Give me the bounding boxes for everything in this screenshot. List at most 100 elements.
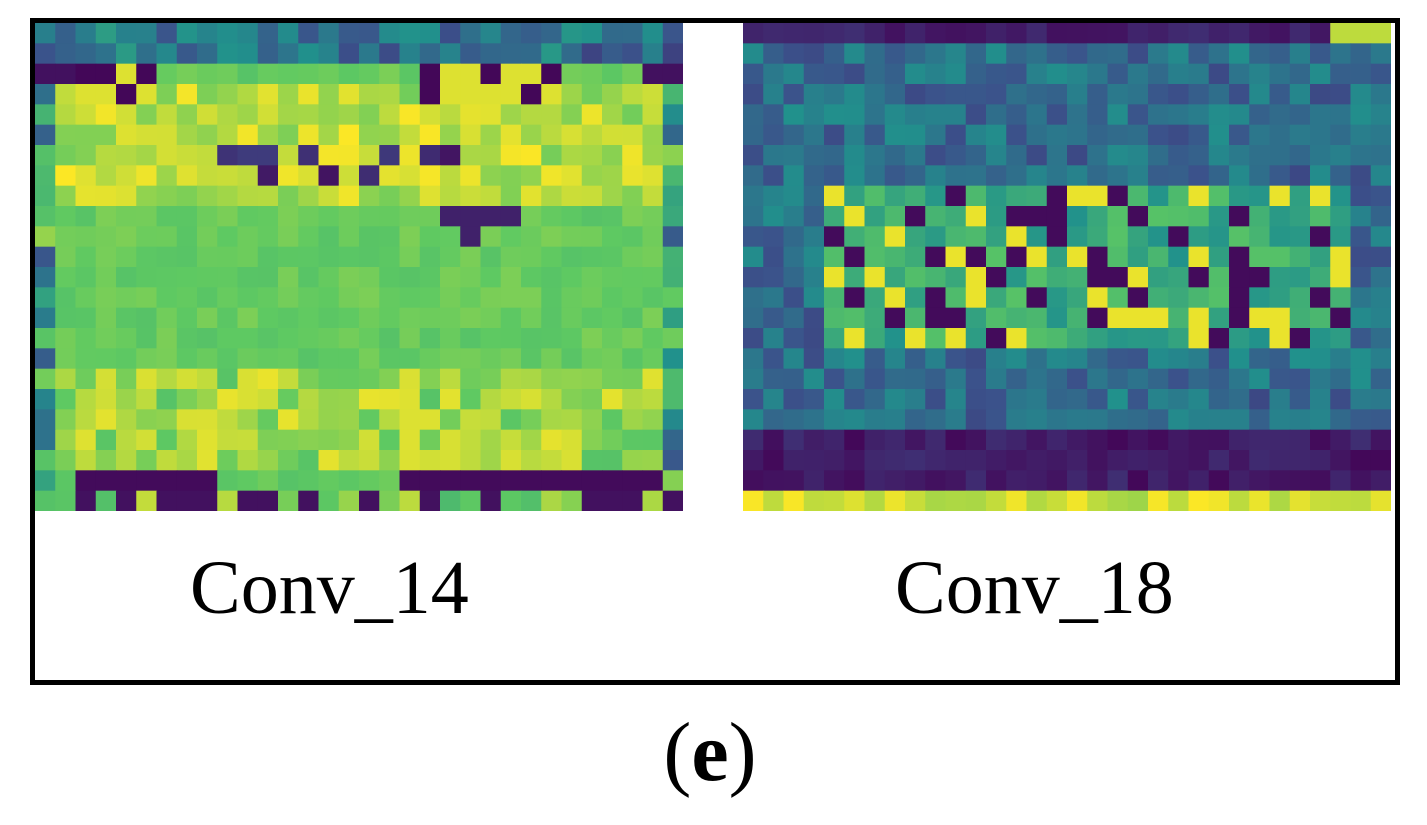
conv18-cell xyxy=(1087,124,1109,146)
conv18-cell xyxy=(1026,368,1048,390)
conv14-cell xyxy=(399,124,421,146)
conv14-cell xyxy=(581,368,603,390)
conv14-cell xyxy=(55,429,77,451)
conv14-cell xyxy=(642,348,664,370)
conv18-cell xyxy=(1208,450,1230,471)
conv18-cell xyxy=(1310,368,1331,390)
conv18-cell xyxy=(1006,267,1028,288)
conv14-cell xyxy=(662,287,683,309)
conv14-cell xyxy=(662,307,683,329)
conv18-cell xyxy=(1269,185,1291,207)
conv14-cell xyxy=(642,104,664,126)
conv18-cell xyxy=(945,267,967,288)
conv14-cell xyxy=(399,328,421,349)
conv18-cell xyxy=(1208,43,1230,65)
conv18-cell xyxy=(1168,124,1190,146)
conv14-cell xyxy=(176,206,198,227)
conv18-cell xyxy=(1208,470,1230,492)
conv14-cell xyxy=(338,23,360,44)
conv14-cell xyxy=(500,104,522,126)
conv18-cell xyxy=(1087,63,1109,85)
conv14-cell xyxy=(257,43,279,65)
conv18-cell xyxy=(1289,185,1311,207)
conv14-cell xyxy=(318,226,340,248)
conv18-cell xyxy=(1370,470,1391,492)
conv14-cell xyxy=(359,124,380,146)
conv14-cell xyxy=(500,450,522,471)
conv14-cell xyxy=(581,328,603,349)
conv14-cell xyxy=(440,348,461,370)
conv18-cell xyxy=(864,368,886,390)
conv14-cell xyxy=(156,490,178,511)
conv18-cell xyxy=(1127,246,1149,268)
conv18-cell xyxy=(1370,23,1391,44)
conv14-cell xyxy=(318,104,340,126)
conv14-cell xyxy=(521,287,542,309)
conv18-cell xyxy=(803,368,825,390)
conv14-cell xyxy=(521,165,542,187)
conv18-cell xyxy=(1289,389,1311,410)
conv14-cell xyxy=(318,43,340,65)
conv18-cell xyxy=(783,104,805,126)
conv14-cell xyxy=(278,124,299,146)
conv18-cell xyxy=(965,185,987,207)
conv14-cell xyxy=(197,84,218,105)
conv14-cell xyxy=(419,165,441,187)
conv18-cell xyxy=(1087,226,1109,248)
conv14-cell xyxy=(338,429,360,451)
conv14-cell xyxy=(480,328,502,349)
conv18-cell xyxy=(1289,23,1311,44)
conv14-cell xyxy=(500,409,522,431)
conv18-cell xyxy=(743,287,764,309)
conv18-cell xyxy=(1188,368,1210,390)
conv18-cell xyxy=(844,63,866,85)
conv14-cell xyxy=(95,470,117,492)
conv18-cell xyxy=(945,145,967,166)
conv18-cell xyxy=(763,368,785,390)
conv14-cell xyxy=(257,450,279,471)
conv14-cell xyxy=(602,409,623,431)
conv14-cell xyxy=(176,287,198,309)
conv14-cell xyxy=(95,246,117,268)
conv14-cell xyxy=(662,368,683,390)
conv14-cell xyxy=(156,328,178,349)
conv18-cell xyxy=(1370,328,1391,349)
conv18-cell xyxy=(986,429,1007,451)
conv18-cell xyxy=(905,185,926,207)
conv14-cell xyxy=(642,226,664,248)
conv18-cell xyxy=(783,267,805,288)
conv18-cell xyxy=(1148,23,1169,44)
conv18-cell xyxy=(844,328,866,349)
conv14-cell xyxy=(602,287,623,309)
conv14-cell xyxy=(35,124,56,146)
conv18-cell xyxy=(1249,145,1271,166)
conv14-cell xyxy=(257,429,279,451)
conv14-cell xyxy=(541,63,563,85)
conv18-cell xyxy=(763,429,785,451)
conv18-cell xyxy=(1127,165,1149,187)
conv14-cell xyxy=(399,267,421,288)
conv18-cell xyxy=(844,165,866,187)
conv18-cell xyxy=(1208,246,1230,268)
conv14-cell xyxy=(278,246,299,268)
conv14-cell xyxy=(419,429,441,451)
conv18-cell xyxy=(884,226,906,248)
conv18-cell xyxy=(864,104,886,126)
conv14-cell xyxy=(136,43,158,65)
conv14-cell xyxy=(541,287,563,309)
conv18-cell xyxy=(1046,348,1068,370)
figure-label-letter: e xyxy=(691,706,729,799)
conv18-cell xyxy=(925,226,947,248)
conv14-cell xyxy=(460,185,482,207)
conv18-cell xyxy=(905,104,926,126)
conv14-cell xyxy=(116,165,137,187)
conv14-cell xyxy=(521,470,542,492)
conv18-cell xyxy=(763,409,785,431)
conv14-cell xyxy=(602,185,623,207)
conv18-cell xyxy=(905,63,926,85)
conv14-cell xyxy=(460,368,482,390)
conv14-cell xyxy=(359,490,380,511)
conv18-cell xyxy=(1067,84,1088,105)
conv14-cell xyxy=(278,490,299,511)
conv14-cell xyxy=(237,165,259,187)
